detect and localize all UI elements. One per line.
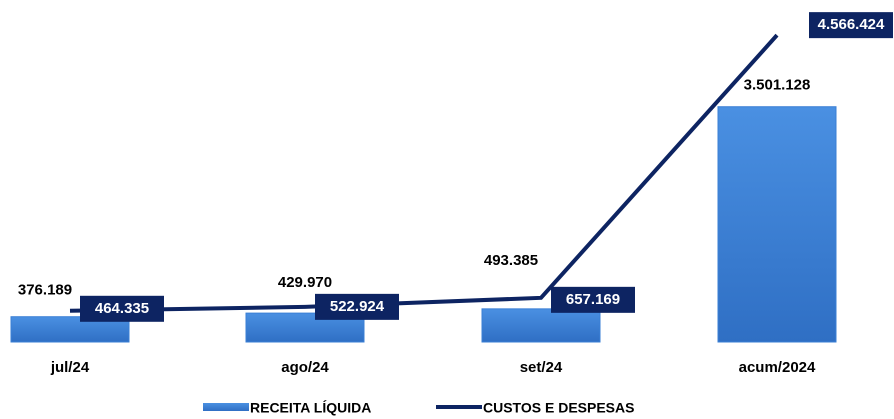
line-label-box [551,286,635,313]
legend-swatch [203,403,249,411]
line-value-label: 657.169 [566,291,620,308]
bar [481,308,601,343]
line-value-label: 4.566.424 [818,16,885,33]
line-label-box [809,12,893,39]
x-tick-label: jul/24 [50,359,90,376]
x-tick-label: acum/2024 [739,359,816,376]
line-label-box [80,295,164,322]
line-value-label: 522.924 [330,298,385,315]
legend-label: RECEITA LÍQUIDA [250,400,371,416]
bar-value-label: 3.501.128 [744,77,811,94]
bar-value-label: 493.385 [484,252,538,269]
x-tick-label: set/24 [520,359,563,376]
line-value-label: 464.335 [95,300,149,317]
x-tick-label: ago/24 [281,359,329,376]
bar [717,106,837,343]
line [69,33,779,313]
bar-value-label: 376.189 [18,282,72,299]
legend-label: CUSTOS E DESPESAS [483,400,634,416]
bar-value-label: 429.970 [278,274,332,291]
line-label-box [315,293,399,320]
